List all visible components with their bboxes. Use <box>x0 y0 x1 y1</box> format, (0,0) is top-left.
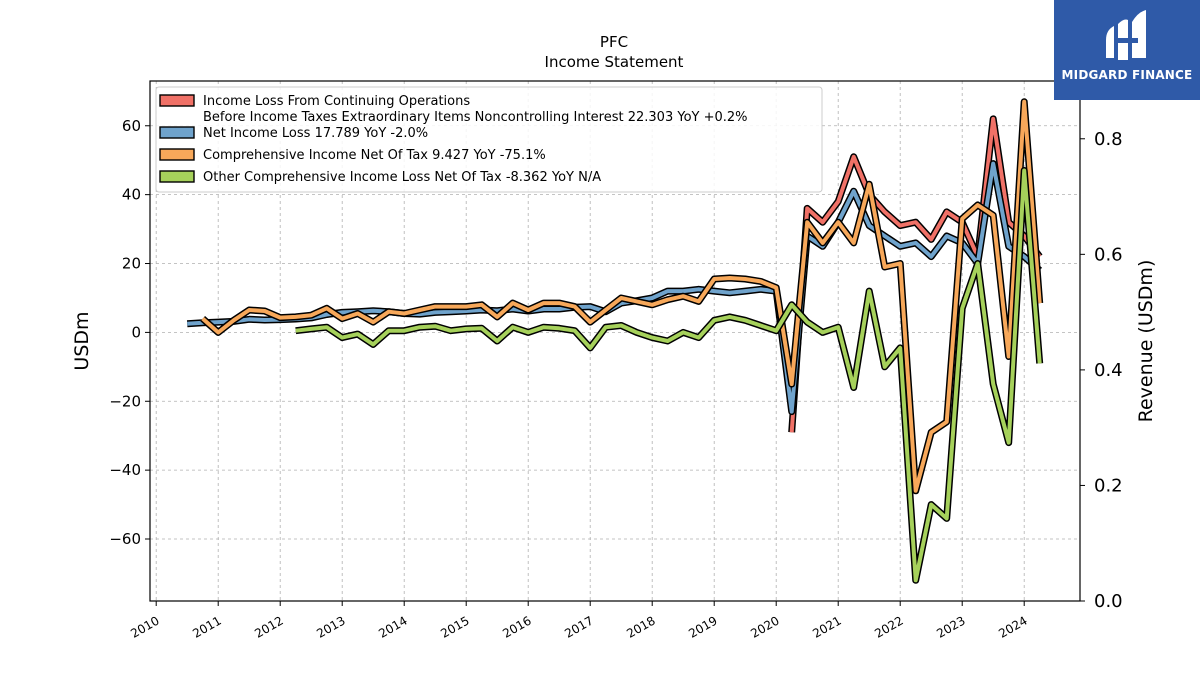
x-tick-label: 2020 <box>748 613 781 640</box>
y-right-tick-label: 0.0 <box>1094 591 1123 612</box>
y-tick-label: 60 <box>122 117 141 135</box>
legend-swatch-2 <box>159 126 195 139</box>
series-line-outline-2 <box>186 160 1043 416</box>
legend-swatch-4 <box>159 170 195 183</box>
y-axis-right-label: Revenue (USDm) <box>1135 260 1157 423</box>
x-tick-label: 2024 <box>996 613 1029 640</box>
y-right-tick-label: 0.2 <box>1094 475 1123 496</box>
y-right-tick-label: 0.6 <box>1094 244 1123 265</box>
legend: Income Loss From Continuing Operations Be… <box>155 86 823 193</box>
x-tick-label: 2021 <box>810 613 843 640</box>
x-tick-label: 2018 <box>624 613 657 640</box>
y-right-tick-label: 0.8 <box>1094 129 1123 150</box>
series-line-2 <box>187 161 1042 414</box>
legend-swatch-3 <box>159 148 195 161</box>
x-tick-label: 2015 <box>438 613 471 640</box>
brand-logo: MIDGARD FINANCE <box>1054 0 1200 100</box>
chart-title: PFC <box>600 33 628 51</box>
left-axis: −60 −40 −20 0 20 40 60 <box>109 117 150 548</box>
logo-mark-icon <box>1106 10 1146 60</box>
legend-swatch-1 <box>159 94 195 107</box>
x-tick-label: 2022 <box>872 613 905 640</box>
y-tick-label: 20 <box>122 255 141 273</box>
y-tick-label: −20 <box>109 392 141 410</box>
chart-subtitle: Income Statement <box>545 53 684 71</box>
logo-text: MIDGARD FINANCE <box>1061 68 1193 82</box>
y-right-tick-label: 0.4 <box>1094 360 1123 381</box>
series-line-4 <box>295 168 1042 583</box>
y-axis-label: USDm <box>71 311 93 370</box>
y-tick-label: −60 <box>109 530 141 548</box>
x-tick-label: 2023 <box>934 613 967 640</box>
y-tick-label: 40 <box>122 186 141 204</box>
plot-area-frame <box>149 80 1081 602</box>
y-tick-label: −40 <box>109 461 141 479</box>
x-tick-label: 2019 <box>686 613 719 640</box>
series-line-3 <box>201 99 1042 493</box>
legend-frame <box>155 86 823 193</box>
bottom-axis: 2010 2011 2012 2013 2014 2015 2016 2017 2018 2019… <box>128 601 1030 641</box>
x-tick-label: 2013 <box>314 613 347 640</box>
legend-label-1: Income Loss From Continuing Operations Be… <box>203 94 748 125</box>
series-line-1 <box>789 116 1042 433</box>
x-tick-label: 2012 <box>252 613 285 640</box>
x-tick-label: 2010 <box>128 613 161 640</box>
x-tick-label: 2017 <box>562 613 595 640</box>
series-lines <box>186 98 1044 584</box>
x-tick-label: 2011 <box>190 613 223 640</box>
y-tick-label: 0 <box>131 323 141 341</box>
legend-label-2: Net Income Loss 17.789 YoY -2.0% <box>203 126 428 141</box>
x-tick-label: 2016 <box>500 613 533 640</box>
x-tick-label: 2014 <box>376 613 409 640</box>
right-axis: 0.0 0.2 0.4 0.6 0.8 <box>1080 129 1123 612</box>
legend-label-4: Other Comprehensive Income Loss Net Of T… <box>203 170 601 185</box>
legend-label-3: Comprehensive Income Net Of Tax 9.427 Yo… <box>203 148 546 163</box>
